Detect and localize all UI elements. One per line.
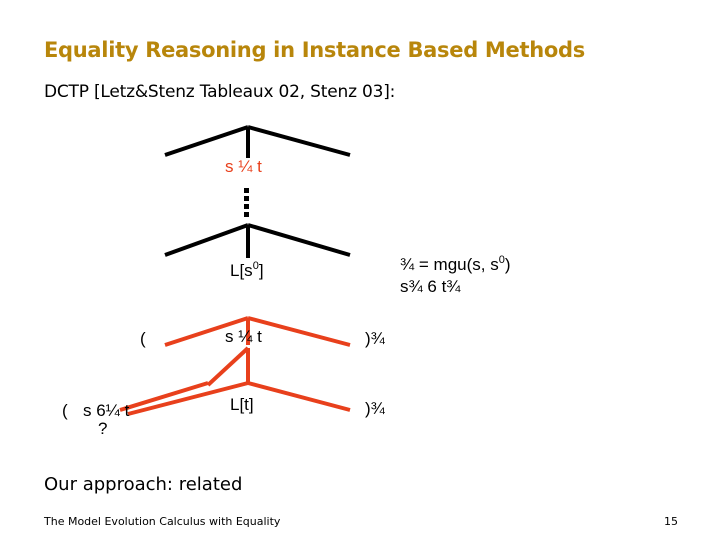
- lower-branch-right: [247, 223, 351, 257]
- lower-branch-left: [164, 223, 249, 257]
- red-bottom-branch-left-inner: [127, 381, 249, 416]
- approach-text: Our approach: related: [44, 474, 243, 495]
- top-branch-right: [247, 125, 351, 157]
- mgu-condition: s¾ 6 t¾: [400, 277, 461, 296]
- mid-left-paren: (: [140, 329, 146, 348]
- mgu-equation: ¾ = mgu(s, s0): [400, 254, 511, 274]
- mid-close-paren: )¾: [365, 329, 386, 348]
- red-branch-left: [164, 316, 249, 347]
- top-node-label: s ¼ t: [225, 157, 262, 176]
- red-bottom-branch-right: [247, 381, 351, 412]
- page-number: 15: [664, 515, 678, 528]
- dotted-path: [244, 188, 249, 217]
- red-branch-right: [247, 316, 351, 347]
- bottom-left-equation: s 6¼ t: [83, 401, 130, 420]
- top-branch-left: [164, 125, 249, 157]
- footer-text: The Model Evolution Calculus with Equali…: [44, 515, 281, 528]
- bottom-close-paren: )¾: [365, 399, 386, 418]
- red-bottom-branch-left-top: [206, 346, 250, 387]
- slide-subtitle: DCTP [Letz&Stenz Tableaux 02, Stenz 03]:: [44, 82, 396, 102]
- bottom-node-label: L[t]: [230, 395, 254, 414]
- bottom-left-paren: (: [62, 401, 68, 420]
- lower-node-label: L[s0]: [230, 260, 264, 280]
- bottom-left-question: ?: [98, 419, 107, 438]
- red-bottom-branch-left: [119, 381, 209, 412]
- slide-title: Equality Reasoning in Instance Based Met…: [44, 38, 585, 62]
- mid-equation: s ¼ t: [225, 327, 262, 346]
